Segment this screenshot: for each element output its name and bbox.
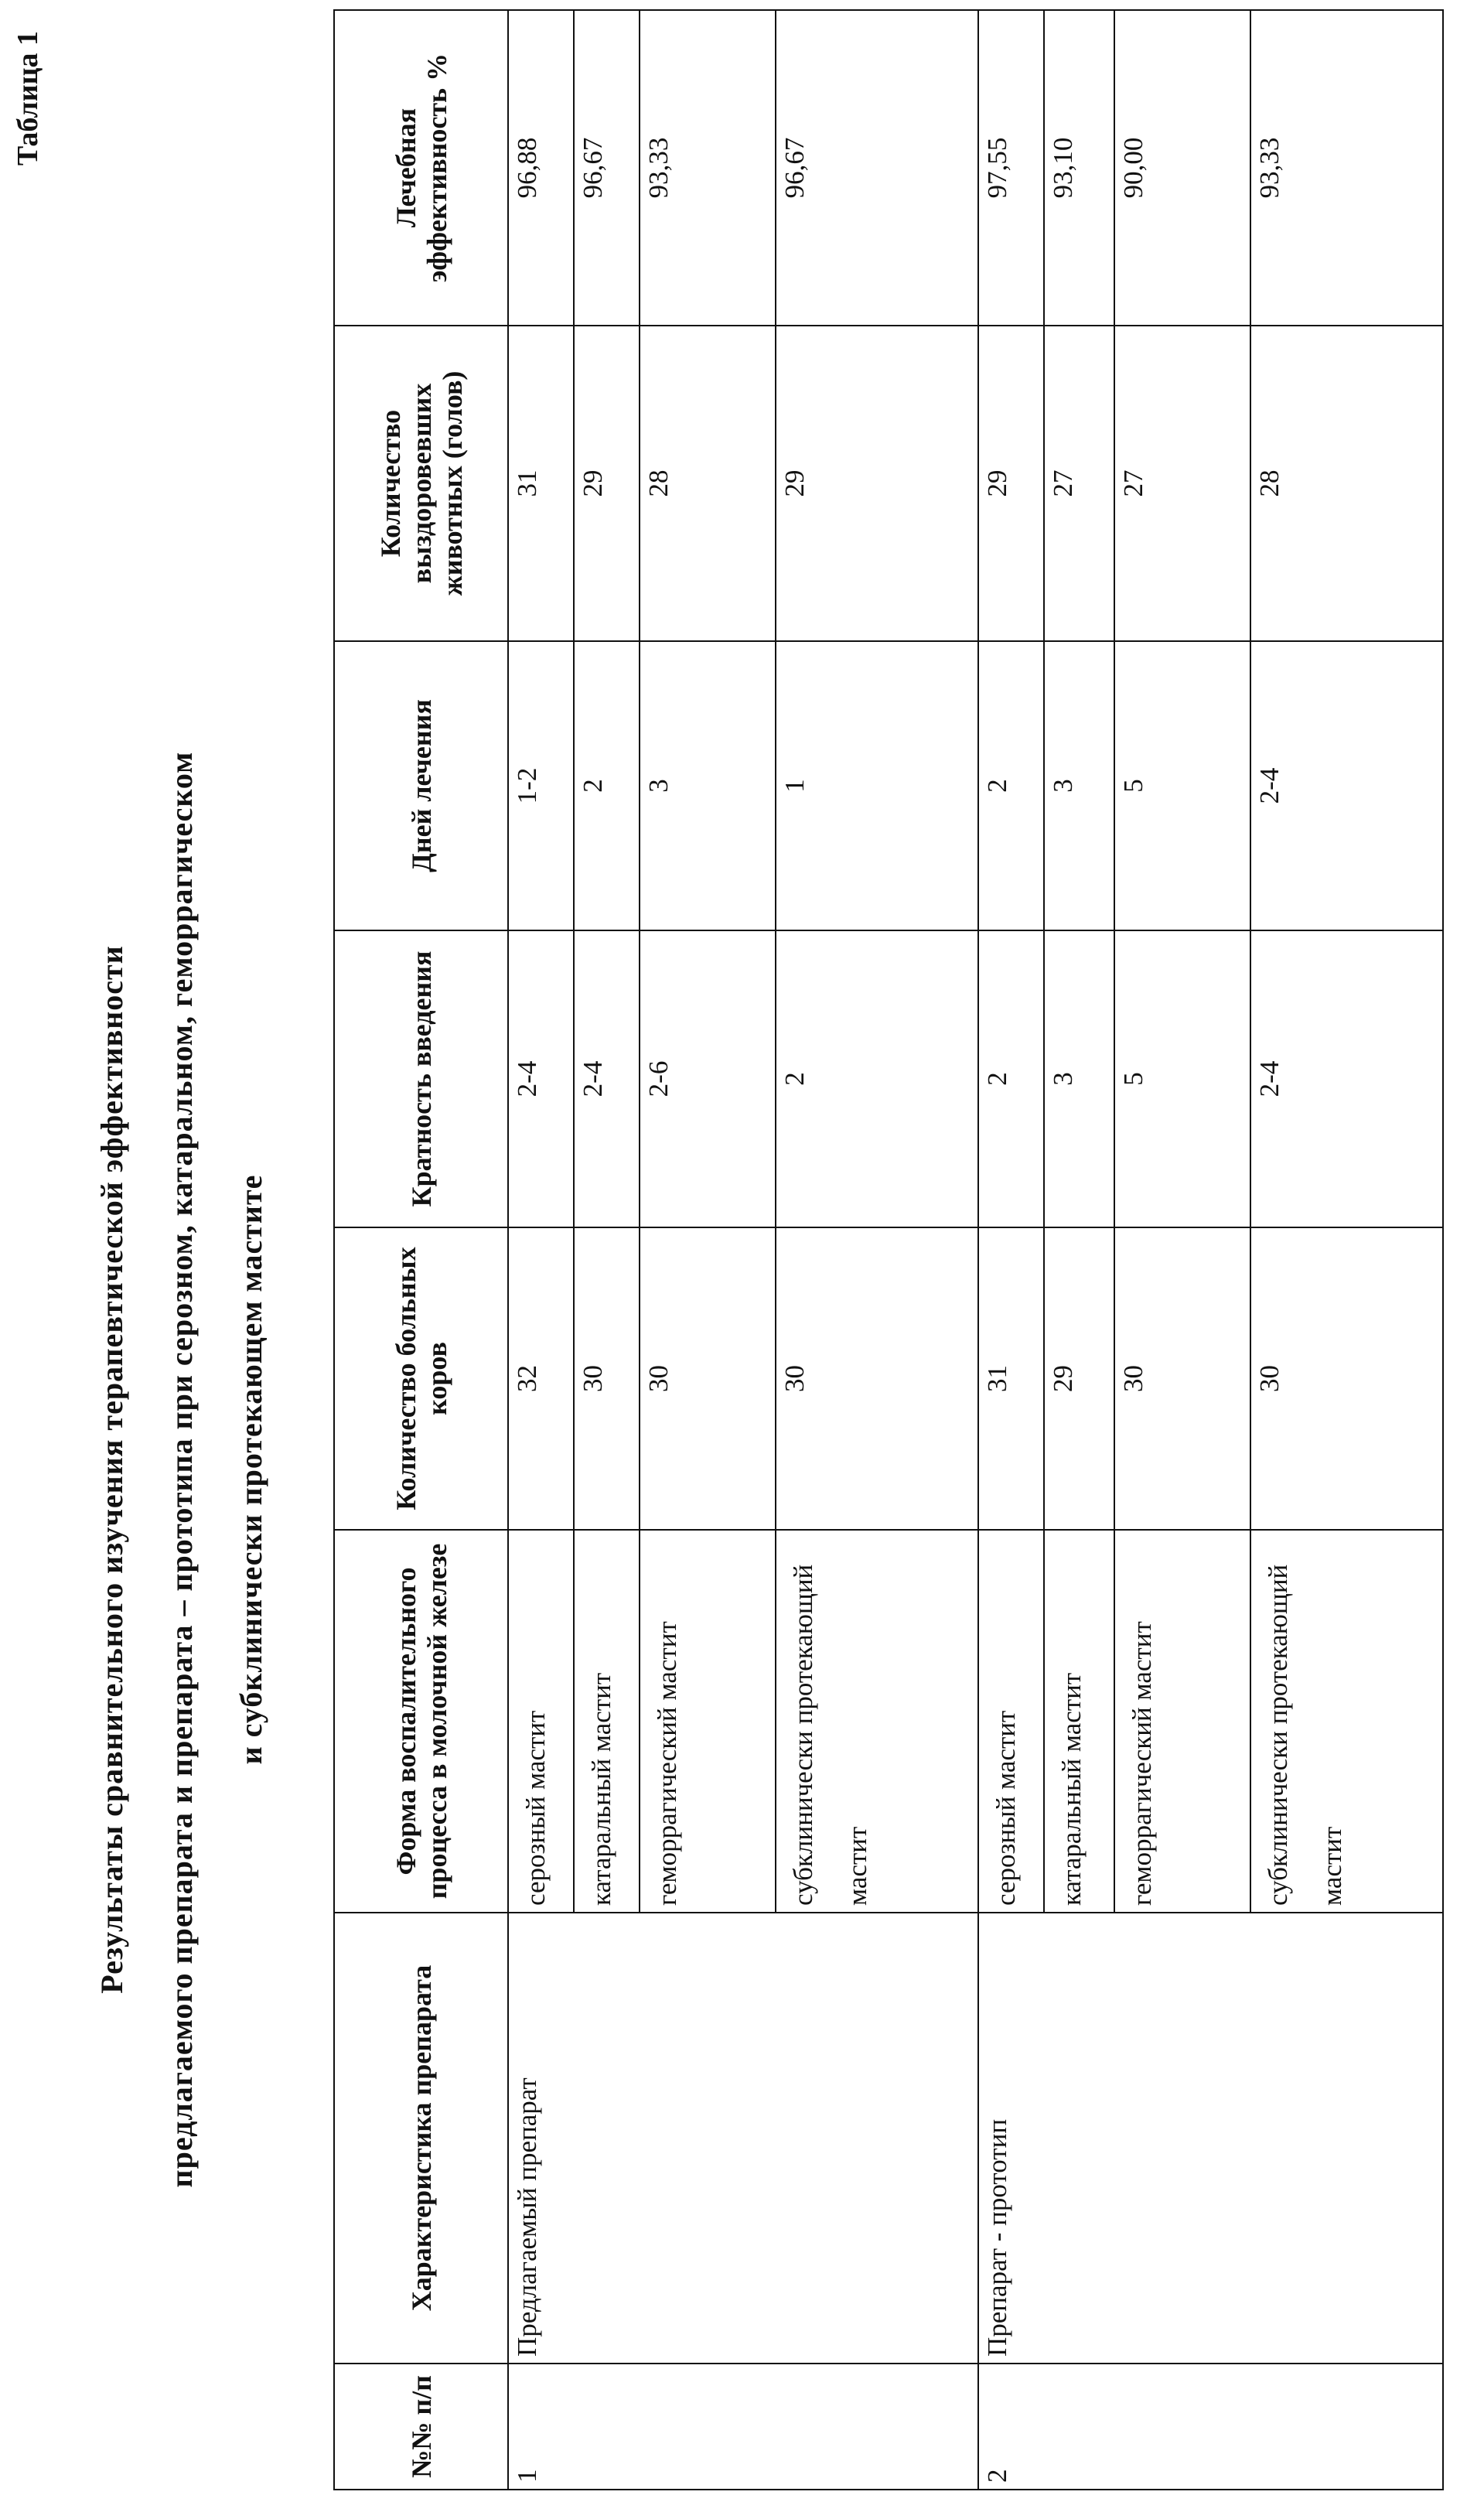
cell-freq: 2-6 — [640, 930, 776, 1227]
cell-days: 2 — [574, 641, 640, 930]
cell-sick: 31 — [978, 1227, 1044, 1530]
header-row: №№ п/п Характеристика препарата Форма во… — [334, 10, 508, 2490]
cell-freq: 2 — [776, 930, 978, 1227]
cell-days: 3 — [640, 641, 776, 930]
cell-form: катаральный мастит — [574, 1530, 640, 1913]
cell-efficacy: 93,33 — [1250, 10, 1443, 326]
title-line: и субклинически протекающем мастите — [217, 444, 286, 2495]
cell-recovered: 29 — [574, 326, 640, 641]
table-label: Таблица 1 — [11, 31, 45, 166]
row-number: 1 — [508, 2364, 978, 2490]
cell-sick: 30 — [574, 1227, 640, 1530]
cell-days: 5 — [1114, 641, 1250, 930]
cell-efficacy: 93,33 — [640, 10, 776, 326]
cell-recovered: 28 — [1250, 326, 1443, 641]
cell-days: 1-2 — [508, 641, 574, 930]
header-cell: №№ п/п — [334, 2364, 508, 2490]
header-cell: Дней лечения — [334, 641, 508, 930]
cell-efficacy: 93,10 — [1044, 10, 1114, 326]
row-number: 2 — [978, 2364, 1443, 2490]
cell-sick: 30 — [1114, 1227, 1250, 1530]
drug-name: Предлагаемый препарат — [508, 1913, 978, 2364]
cell-efficacy: 96,67 — [574, 10, 640, 326]
cell-freq: 3 — [1044, 930, 1114, 1227]
rotated-page: Таблица 1 Результаты сравнительного изуч… — [0, 0, 1484, 2495]
cell-recovered: 31 — [508, 326, 574, 641]
cell-recovered: 28 — [640, 326, 776, 641]
cell-recovered: 27 — [1044, 326, 1114, 641]
cell-recovered: 27 — [1114, 326, 1250, 641]
cell-sick: 30 — [776, 1227, 978, 1530]
cell-freq: 2-4 — [508, 930, 574, 1227]
cell-freq: 5 — [1114, 930, 1250, 1227]
cell-sick: 30 — [1250, 1227, 1443, 1530]
header-cell: Количество выздоровевших животных (голов… — [334, 326, 508, 641]
cell-days: 1 — [776, 641, 978, 930]
title-line: Результаты сравнительного изучения терап… — [77, 444, 147, 2495]
results-table: №№ п/п Характеристика препарата Форма во… — [333, 9, 1444, 2490]
cell-days: 2-4 — [1250, 641, 1443, 930]
cell-sick: 32 — [508, 1227, 574, 1530]
header-cell: Характеристика препарата — [334, 1913, 508, 2364]
cell-form: субклинически протекающий мастит — [776, 1530, 978, 1913]
cell-efficacy: 90,00 — [1114, 10, 1250, 326]
cell-recovered: 29 — [776, 326, 978, 641]
drug-name: Препарат - прототип — [978, 1913, 1443, 2364]
header-cell: Кратность введения — [334, 930, 508, 1227]
cell-form: серозный мастит — [508, 1530, 574, 1913]
cell-sick: 30 — [640, 1227, 776, 1530]
cell-sick: 29 — [1044, 1227, 1114, 1530]
cell-freq: 2-4 — [1250, 930, 1443, 1227]
cell-efficacy: 96,88 — [508, 10, 574, 326]
cell-form: серозный мастит — [978, 1530, 1044, 1913]
cell-recovered: 29 — [978, 326, 1044, 641]
cell-days: 3 — [1044, 641, 1114, 930]
cell-efficacy: 96,67 — [776, 10, 978, 326]
title-line: предлагаемого препарата и препарата – пр… — [147, 444, 217, 2495]
cell-freq: 2-4 — [574, 930, 640, 1227]
cell-form: геморрагический мастит — [640, 1530, 776, 1913]
cell-days: 2 — [978, 641, 1044, 930]
header-cell: Количество больных коров — [334, 1227, 508, 1530]
cell-efficacy: 97,55 — [978, 10, 1044, 326]
header-cell: Форма воспалительного процесса в молочно… — [334, 1530, 508, 1913]
cell-form: геморрагический мастит — [1114, 1530, 1250, 1913]
table-row: 1Предлагаемый препаратсерозный мастит322… — [508, 10, 574, 2490]
header-cell: Лечебная эффективность % — [334, 10, 508, 326]
cell-freq: 2 — [978, 930, 1044, 1227]
table-row: 2Препарат - прототипсерозный мастит31222… — [978, 10, 1044, 2490]
cell-form: катаральный мастит — [1044, 1530, 1114, 1913]
cell-form: субклинически протекающий мастит — [1250, 1530, 1443, 1913]
table-title: Результаты сравнительного изучения терап… — [77, 444, 286, 2495]
